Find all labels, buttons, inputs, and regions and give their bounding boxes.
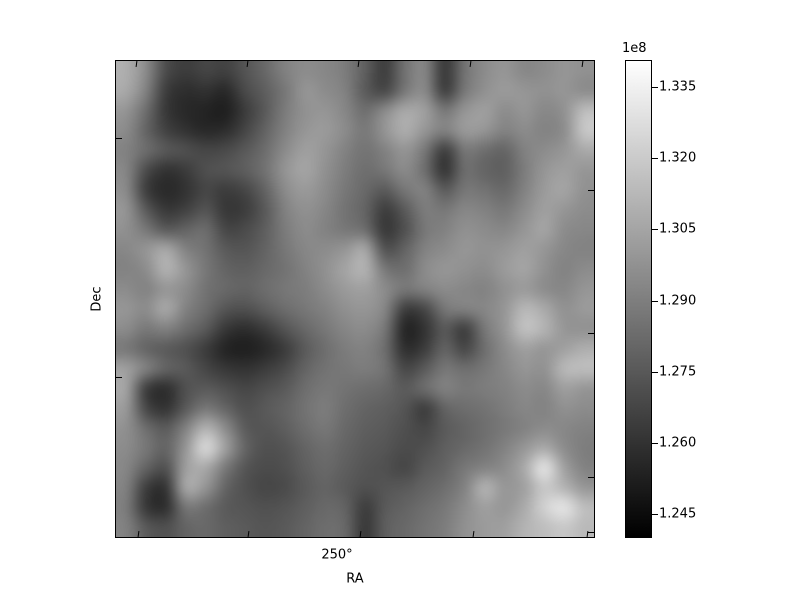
colorbar-tick-label: 1.305 xyxy=(659,221,697,237)
colorbar-offset-label: 1e8 xyxy=(622,41,647,56)
colorbar-tick-label: 1.275 xyxy=(659,364,697,380)
colorbar-tick-label: 1.290 xyxy=(659,293,697,309)
colorbar xyxy=(625,60,652,538)
y-axis-label: Dec xyxy=(89,286,105,312)
colorbar-tick-label: 1.335 xyxy=(659,79,697,95)
y-axis-tick xyxy=(588,333,594,334)
colorbar-gradient xyxy=(626,61,651,537)
colorbar-tick-label: 1.320 xyxy=(659,150,697,166)
heatmap-plot xyxy=(115,60,595,538)
colorbar-tick xyxy=(651,229,658,230)
heatmap-image xyxy=(116,61,594,537)
colorbar-tick xyxy=(651,301,658,302)
y-axis-tick xyxy=(116,377,122,378)
colorbar-tick xyxy=(651,514,658,515)
y-axis-tick xyxy=(588,477,594,478)
colorbar-tick-label: 1.260 xyxy=(659,435,697,451)
colorbar-tick-label: 1.245 xyxy=(659,506,697,522)
y-axis-tick xyxy=(588,190,594,191)
y-axis-tick xyxy=(588,532,594,533)
x-tick-label: 250° xyxy=(321,547,353,563)
y-axis-tick xyxy=(116,138,122,139)
colorbar-tick xyxy=(651,87,658,88)
colorbar-tick xyxy=(651,372,658,373)
colorbar-tick xyxy=(651,443,658,444)
colorbar-tick xyxy=(651,158,658,159)
x-axis-label: RA xyxy=(346,571,364,587)
